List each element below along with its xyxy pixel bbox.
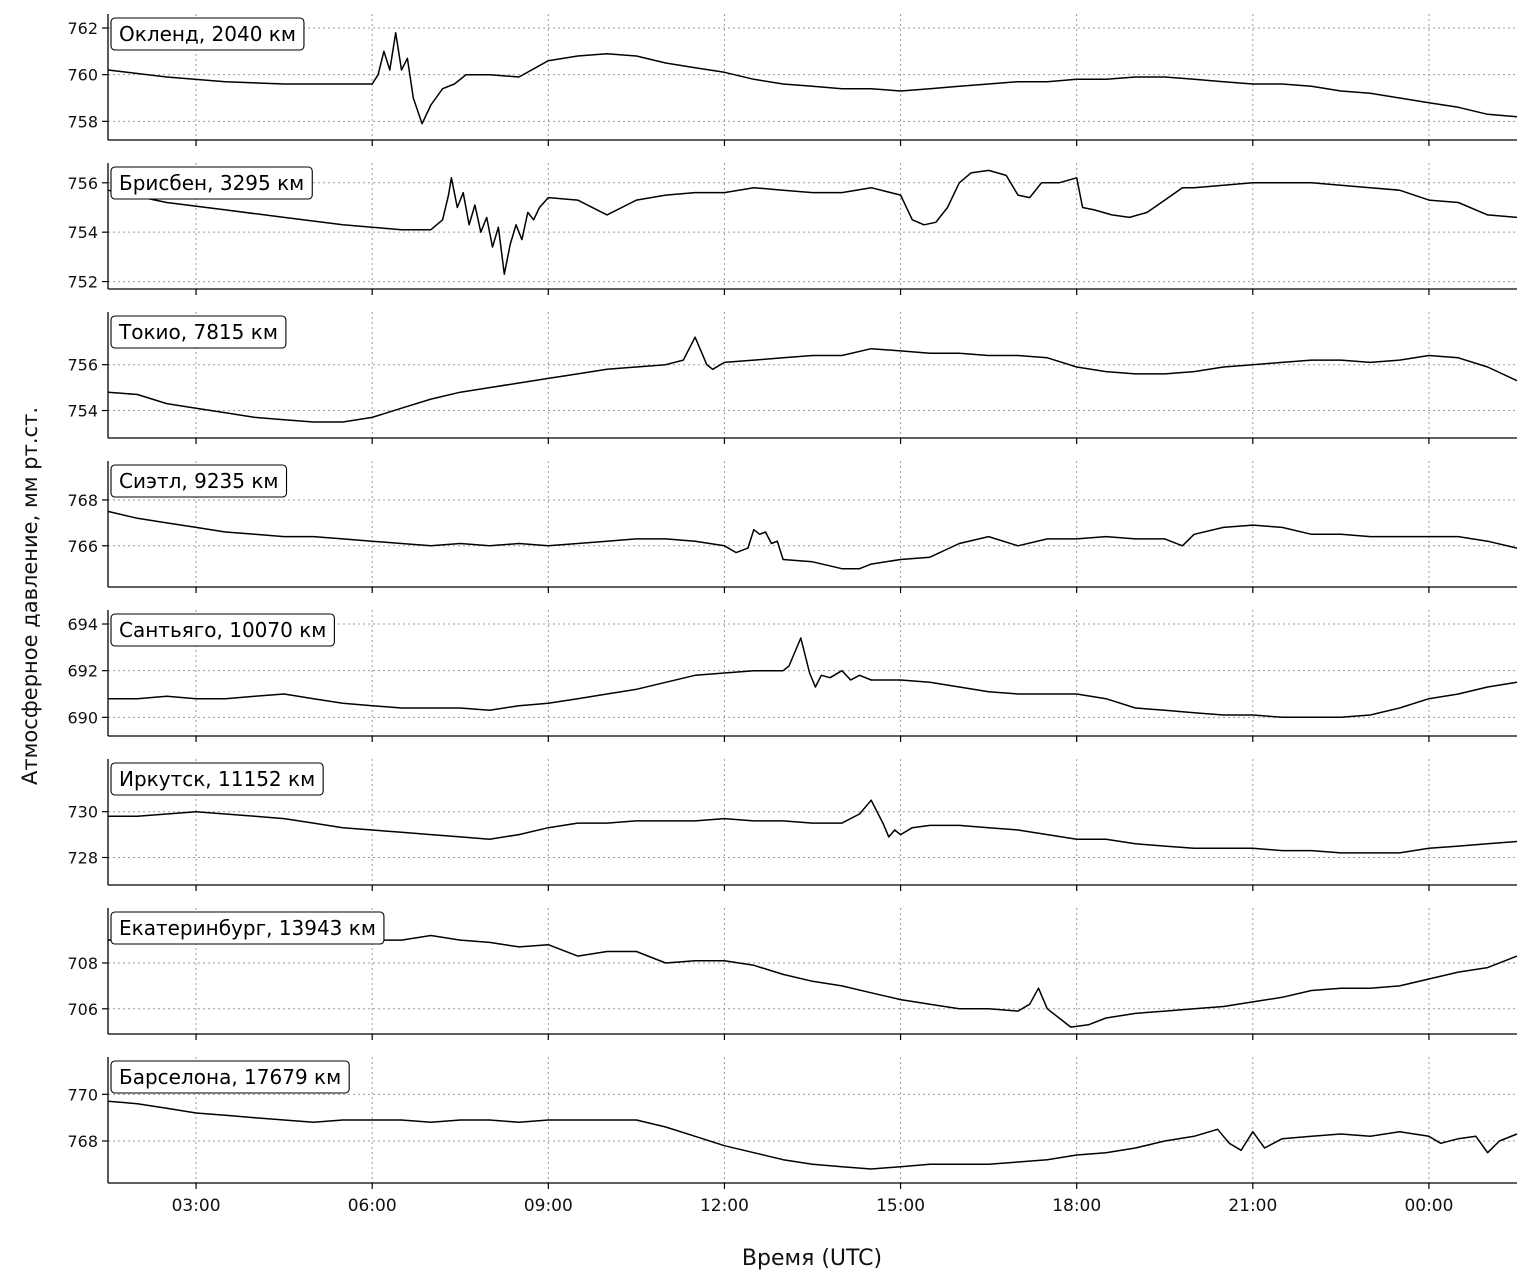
x-tick-label: 21:00	[1228, 1196, 1277, 1216]
x-axis-title: Время (UTC)	[741, 1246, 883, 1271]
x-tick-label: 15:00	[876, 1196, 925, 1216]
station-label-box	[110, 1060, 350, 1094]
y-tick-label: 768	[67, 491, 98, 510]
station-label-box	[110, 613, 335, 647]
y-tick-label: 766	[67, 537, 98, 556]
panel-3: 754 756 Токио, 7815 км	[67, 312, 1518, 444]
station-label: Сантьяго, 10070 км	[119, 618, 326, 642]
y-tick-label: 754	[67, 402, 98, 421]
y-tick-label: 756	[67, 356, 98, 375]
station-label-box	[110, 762, 324, 796]
y-tick-label: 730	[67, 803, 98, 822]
panel-2: 752 754 756 Брисбен, 3295 км	[67, 163, 1518, 295]
series-line	[107, 169, 1518, 275]
panel-1: 758 760 762 Окленд, 2040 км	[67, 14, 1518, 146]
x-tick-label: 09:00	[524, 1196, 573, 1216]
station-label: Сиэтл, 9235 км	[119, 469, 279, 493]
y-tick-label: 760	[67, 66, 98, 85]
station-label: Барселона, 17679 км	[119, 1065, 341, 1089]
y-tick-label: 756	[67, 174, 98, 193]
panel-7: 706 708 Екатеринбург, 13943 км	[67, 908, 1518, 1040]
y-tick-label: 762	[67, 19, 98, 38]
station-label-box	[110, 17, 305, 51]
station-label: Окленд, 2040 км	[119, 22, 296, 46]
x-tick-label: 12:00	[700, 1196, 749, 1216]
x-tick-label: 18:00	[1052, 1196, 1101, 1216]
series-line	[108, 799, 1518, 854]
x-tick-label: 03:00	[172, 1196, 221, 1216]
y-tick-label: 770	[67, 1085, 98, 1104]
station-label-box	[110, 464, 288, 498]
series-line	[107, 510, 1518, 570]
y-tick-label: 768	[67, 1132, 98, 1151]
y-tick-label: 758	[67, 112, 98, 131]
series-line	[107, 336, 1518, 423]
y-tick-label: 754	[67, 223, 98, 242]
y-tick-label: 706	[67, 1000, 98, 1019]
y-tick-label: 692	[67, 662, 98, 681]
x-tick-label: 06:00	[348, 1196, 397, 1216]
series-line	[107, 31, 1518, 125]
series-line	[108, 637, 1518, 719]
y-tick-label: 694	[67, 615, 98, 634]
panel-4: 766 768 Сиэтл, 9235 км	[67, 461, 1518, 593]
station-label: Брисбен, 3295 км	[119, 171, 304, 195]
y-tick-label: 728	[67, 849, 98, 868]
y-tick-label: 708	[67, 954, 98, 973]
station-label: Токио, 7815 км	[118, 320, 278, 344]
station-label: Иркутск, 11152 км	[119, 767, 315, 791]
station-label: Екатеринбург, 13943 км	[119, 916, 376, 940]
panel-8: 768 770 Барселона, 17679 км	[67, 1057, 1518, 1189]
station-label-box	[110, 315, 287, 349]
y-tick-label: 690	[67, 708, 98, 727]
series-line	[107, 934, 1518, 1028]
y-tick-label: 752	[67, 273, 98, 292]
series-line	[107, 1100, 1518, 1170]
station-label-box	[110, 911, 385, 945]
panel-5: 690 692 694 Сантьяго, 10070 км	[67, 610, 1518, 742]
panel-6: 728 730 Иркутск, 11152 км	[67, 759, 1518, 891]
x-tick-label: 00:00	[1404, 1196, 1453, 1216]
station-label-box	[110, 166, 313, 200]
y-axis-title-text: Атмосферное давление, мм рт.ст.	[18, 406, 42, 786]
